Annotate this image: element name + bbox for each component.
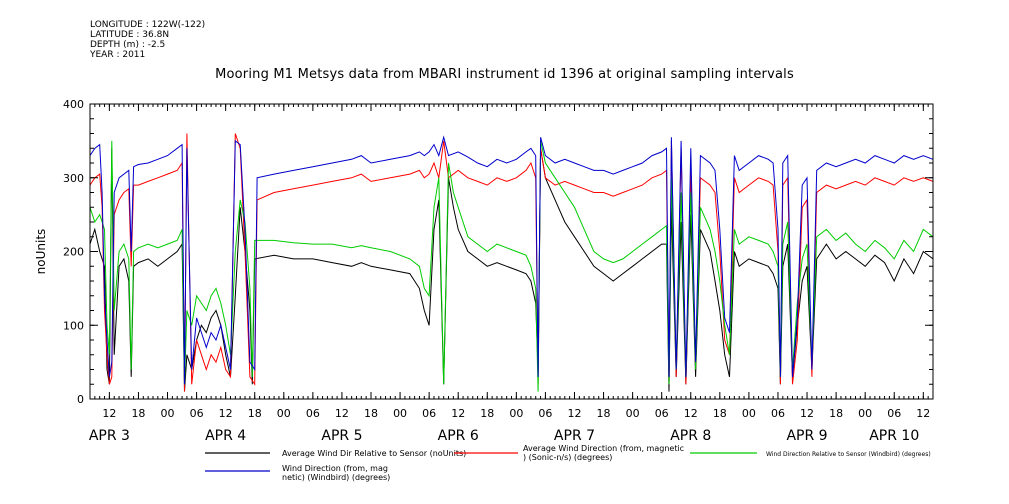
x-tick-label: 12 — [684, 407, 698, 420]
x-tick-label: 18 — [131, 407, 145, 420]
x-day-label: APR 9 — [786, 428, 827, 444]
x-tick-label: 12 — [800, 407, 814, 420]
legend-layer: Average Wind Dir Relative to Sensor (noU… — [205, 444, 931, 482]
x-tick-label: 18 — [713, 407, 727, 420]
meta-latitude: LATITUDE : 36.8N — [90, 30, 170, 40]
legend-label-1: Average Wind Dir Relative to Sensor (noU… — [282, 449, 466, 458]
x-tick-label: 12 — [451, 407, 465, 420]
x-day-label: APR 3 — [89, 428, 130, 444]
y-tick-label: 100 — [63, 319, 84, 332]
y-tick-label: 400 — [63, 98, 84, 111]
x-day-label: APR 8 — [670, 428, 711, 444]
x-tick-label: 12 — [219, 407, 233, 420]
x-day-label: APR 5 — [321, 428, 362, 444]
meta-year: YEAR : 2011 — [90, 50, 146, 60]
x-day-label: APR 10 — [869, 428, 919, 444]
meta-depth: DEPTH (m) : -2.5 — [90, 40, 166, 50]
x-tick-label: 06 — [190, 407, 204, 420]
y-axis-label: noUnits — [34, 229, 48, 275]
legend-label-4: Wind Direction (from, mag — [282, 464, 388, 473]
y-tick-label: 300 — [63, 172, 84, 185]
x-tick-label: 06 — [655, 407, 669, 420]
y-tick-label: 200 — [63, 246, 84, 259]
x-tick-label: 18 — [364, 407, 378, 420]
x-tick-label: 06 — [538, 407, 552, 420]
x-tick-label: 12 — [916, 407, 930, 420]
x-day-label: APR 6 — [438, 428, 479, 444]
x-tick-label: 06 — [422, 407, 436, 420]
x-tick-label: 00 — [742, 407, 756, 420]
series-line-4 — [89, 135, 934, 385]
y-tick-label: 0 — [77, 393, 84, 406]
x-tick-label: 12 — [335, 407, 349, 420]
x-tick-label: 06 — [306, 407, 320, 420]
series-layer — [89, 133, 934, 392]
legend-label-3: Wind Direction Relative to Sensor (Windb… — [766, 451, 931, 458]
plot-frame — [89, 103, 934, 400]
x-tick-label: 00 — [626, 407, 640, 420]
meta-longitude: LONGITUDE : 122W(-122) — [90, 20, 206, 30]
x-tick-label: 00 — [858, 407, 872, 420]
x-tick-label: 06 — [771, 407, 785, 420]
x-tick-label: 18 — [829, 407, 843, 420]
x-tick-label: 12 — [102, 407, 116, 420]
metadata-block: LONGITUDE : 122W(-122) LATITUDE : 36.8N … — [90, 20, 205, 60]
x-tick-label: 18 — [480, 407, 494, 420]
x-tick-label: 00 — [161, 407, 175, 420]
x-day-label: APR 7 — [554, 428, 595, 444]
x-tick-label: 00 — [509, 407, 523, 420]
x-tick-label: 00 — [393, 407, 407, 420]
legend-label-4-cont: netic) (Windbird) (degrees) — [282, 473, 390, 482]
axes-layer: 0 100 200 300 400 noUnits 12 18 00 06 12 18 00 06 12 18… — [34, 98, 934, 444]
series-line-2 — [89, 133, 934, 392]
x-day-label: APR 4 — [205, 428, 246, 444]
x-tick-label: 06 — [887, 407, 901, 420]
legend-label-2: Average Wind Direction (from, magnetic — [523, 444, 684, 453]
series-line-1 — [89, 148, 934, 392]
x-tick-label: 18 — [248, 407, 262, 420]
chart-title: Mooring M1 Metsys data from MBARI instru… — [215, 67, 794, 82]
legend-label-2-cont: ) (Sonic-n/s) (degrees) — [523, 453, 612, 462]
x-tick-label: 18 — [597, 407, 611, 420]
x-tick-label: 00 — [277, 407, 291, 420]
x-tick-label: 12 — [567, 407, 581, 420]
